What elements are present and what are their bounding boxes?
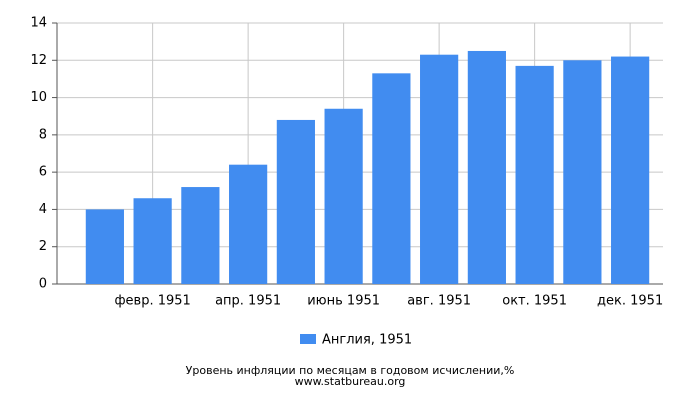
bar [276,119,315,284]
bar [229,164,268,284]
y-tick-label: 12 [30,53,47,68]
x-tick-label: апр. 1951 [215,294,281,309]
x-tick-label: дек. 1951 [597,294,663,309]
bar [611,56,650,284]
y-tick-label: 4 [39,202,47,217]
y-tick-label: 6 [39,165,47,180]
x-tick-label: авг. 1951 [407,294,471,309]
legend-label: Англия, 1951 [322,333,412,348]
bar [133,198,172,284]
y-tick-label: 14 [30,16,47,31]
y-tick-label: 8 [39,127,47,142]
x-tick-label: окт. 1951 [502,294,567,309]
bar [467,50,506,284]
legend-swatch [300,334,316,344]
bar [85,209,124,284]
chart-title: Уровень инфляции по месяцам в годовом ис… [186,364,515,377]
bar [563,60,602,285]
x-tick-label: февр. 1951 [114,294,190,309]
bar [324,108,363,284]
y-tick-label: 2 [39,239,47,254]
bar [181,187,220,284]
y-tick-label: 0 [39,277,47,292]
y-tick-label: 10 [30,90,47,105]
bar [515,65,554,284]
bar [420,54,459,284]
bar [372,73,411,284]
x-tick-label: июнь 1951 [307,294,380,309]
source: www.statbureau.org [295,375,406,388]
